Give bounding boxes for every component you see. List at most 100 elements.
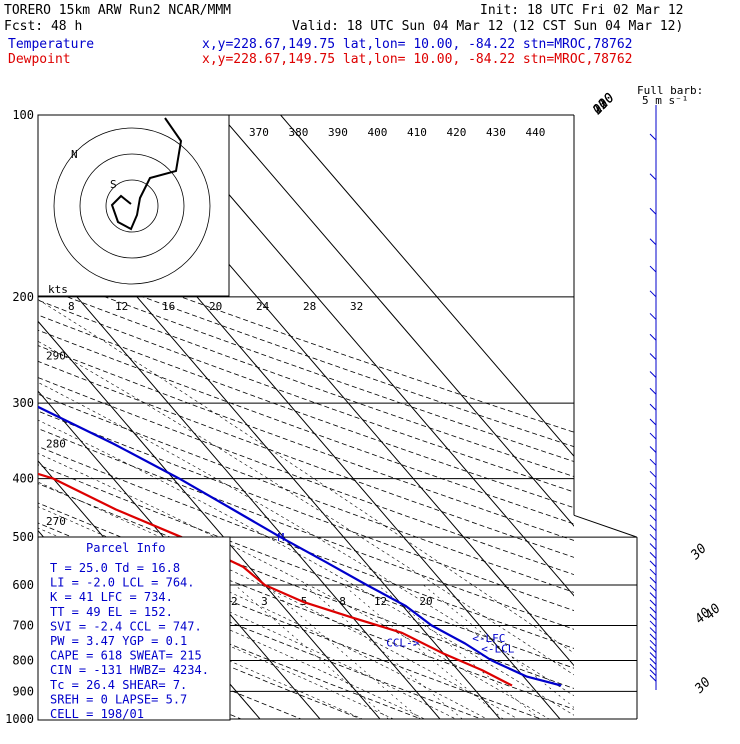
wind-barb <box>649 482 657 490</box>
pressure-tick-label: 800 <box>12 653 34 667</box>
isotherm-line <box>38 250 441 719</box>
temperature-profile <box>38 405 562 687</box>
barb-legend-units: 5 m s⁻¹ <box>642 94 688 107</box>
moist-adiabat <box>38 419 574 716</box>
wind-barb <box>649 646 657 653</box>
hodograph-speed-tick: 8 <box>68 300 75 313</box>
hodograph-speed-tick: 28 <box>303 300 316 313</box>
wind-barb <box>649 584 657 592</box>
sounding-profiles <box>38 405 562 687</box>
hodograph-ring <box>79 153 185 259</box>
hodograph-ring <box>105 179 159 233</box>
pressure-tick-label: 300 <box>12 396 34 410</box>
wind-barb <box>649 290 657 298</box>
dry-adiabat <box>38 257 574 448</box>
wind-barb <box>649 207 657 215</box>
parcel-info-panel <box>37 536 231 721</box>
wind-barb <box>649 238 657 246</box>
wind-barb <box>649 652 657 659</box>
moist-adiabat <box>38 340 574 676</box>
parcel-info-row: TT = 49 EL = 152. <box>50 605 173 619</box>
hodograph-panel <box>37 114 230 297</box>
wind-barb <box>649 493 657 501</box>
pressure-tick-label: 500 <box>12 530 34 544</box>
temperature-location: x,y=228.67,149.75 lat,lon= 10.00, -84.22… <box>202 37 632 52</box>
dry-adiabat <box>38 299 574 493</box>
pressure-tick-label: 400 <box>12 472 34 486</box>
mixing-ratio-label: 20 <box>419 595 432 608</box>
wind-barb <box>649 432 657 440</box>
wind-barb <box>649 514 657 522</box>
mixing-ratio-label: 3 <box>261 595 268 608</box>
dewpoint-legend: Dewpoint <box>8 52 71 67</box>
wind-barb <box>649 613 657 621</box>
parcel-info-row: SVI = -2.4 CCL = 747. <box>50 619 202 633</box>
wind-barb <box>649 599 657 607</box>
hodograph-speed-tick: 20 <box>209 300 222 313</box>
init-time: Init: 18 UTC Fri 02 Mar 12 <box>480 3 684 18</box>
parcel-info-row: CELL = 198/01 <box>50 707 144 721</box>
wind-barb <box>649 333 657 341</box>
pressure-tick-label: 700 <box>12 618 34 632</box>
wind-barb <box>649 173 657 181</box>
wind-barb <box>649 658 657 665</box>
theta-label: 390 <box>328 126 348 139</box>
parcel-info-row: SREH = 0 LAPSE= 5.7 <box>50 692 187 706</box>
theta-label: 370 <box>249 126 269 139</box>
hodograph-speed-tick: 16 <box>162 300 175 313</box>
wind-barb <box>649 458 657 466</box>
wind-barb <box>649 418 657 426</box>
wind-barb <box>649 576 657 584</box>
theta-label: 400 <box>368 126 388 139</box>
parcel-info-rows: T = 25.0 Td = 16.8LI = -2.0 LCL = 764.K … <box>50 561 209 721</box>
mixing-ratio-label: 2 <box>231 595 238 608</box>
wind-barb <box>649 663 657 671</box>
isotherm-label: 30 <box>692 675 715 698</box>
pressure-tick-label: 100 <box>12 108 34 122</box>
hodograph-ring-label: S <box>110 178 117 191</box>
wind-barb <box>649 543 657 550</box>
pressure-tick-label: 1000 <box>5 712 34 726</box>
hodograph-ring-label: N <box>71 148 78 161</box>
isotherm-line <box>219 115 574 527</box>
wind-barb <box>649 639 657 647</box>
parcel-info-row: CAPE = 618 SWEAT= 215 <box>50 649 202 663</box>
dry-adiabat <box>38 285 574 477</box>
wind-speed-label: 30 <box>688 541 711 564</box>
dry-adiabat <box>38 360 574 558</box>
theta-label: 430 <box>486 126 506 139</box>
wind-barb <box>649 627 657 634</box>
hodograph-speed-tick: 12 <box>115 300 128 313</box>
wind-barb <box>649 524 657 532</box>
wind-barb <box>649 387 657 395</box>
theta-label-low: 290 <box>46 349 66 362</box>
pressure-tick-label: 900 <box>12 684 34 698</box>
right-frame-step <box>573 514 638 538</box>
parcel-info-row: PW = 3.47 YGP = 0.1 <box>50 634 187 648</box>
dry-adiabat <box>38 345 574 541</box>
wind-barb <box>649 403 657 411</box>
hodograph-trace <box>110 117 183 231</box>
theta-label: 440 <box>526 126 546 139</box>
hodograph-speed-tick: 32 <box>350 300 363 313</box>
moist-adiabat <box>38 299 574 654</box>
parcel-info-row: T = 25.0 Td = 16.8 <box>50 561 180 575</box>
hodograph-speed-tick: 24 <box>256 300 270 313</box>
dry-adiabat <box>38 410 574 612</box>
wind-barb <box>649 470 657 478</box>
theta-label-low: 270 <box>46 515 66 528</box>
pressure-tick-label: 200 <box>12 290 34 304</box>
parcel-info-title: Parcel Info <box>86 541 165 555</box>
mixing-ratio-line <box>423 584 574 708</box>
moist-adiabat <box>38 382 574 697</box>
wind-barb <box>649 353 657 360</box>
wind-barb <box>649 674 657 682</box>
parcel-info-row: CIN = -131 HWBZ= 4234. <box>50 663 209 677</box>
parcel-annotation: <-LCL <box>481 642 514 655</box>
isotherm-line <box>279 115 574 457</box>
wind-barb <box>649 133 657 141</box>
mixing-ratio-label: 8 <box>339 595 346 608</box>
wind-barb <box>649 620 657 628</box>
